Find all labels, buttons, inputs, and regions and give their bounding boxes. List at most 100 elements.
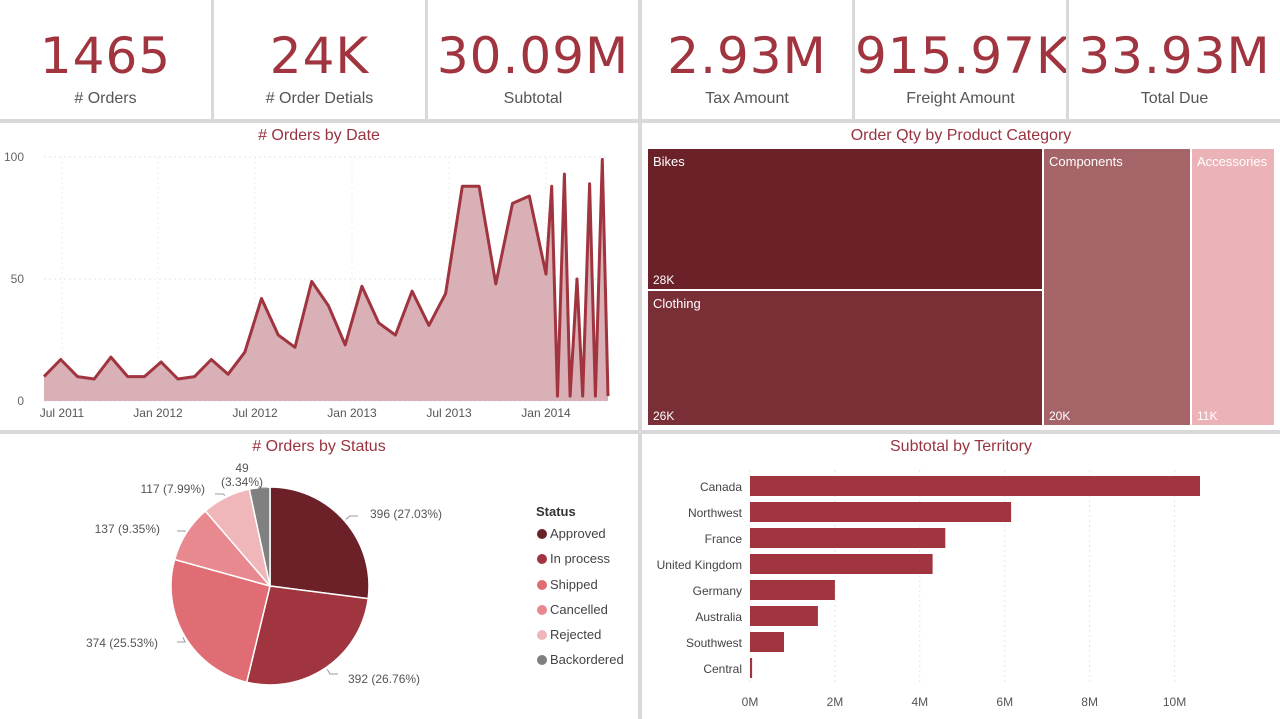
data-label: 137 (9.35%) [95,522,160,536]
x-tick-label: 0M [742,695,759,709]
category-label: Southwest [686,636,743,650]
kpi-label: Total Due [1140,90,1209,107]
orders-by-status-visual[interactable]: # Orders by Status 396 (27.03%) 392 (26.7… [0,434,638,719]
data-label: 396 (27.03%) [370,507,442,521]
kpi-value: 915.97K [855,27,1066,85]
legend-dot [537,629,547,640]
orders-by-status-chart: 396 (27.03%) 392 (26.76%) 374 (25.53%) 137 … [86,461,442,686]
legend-label: Shipped [550,577,598,592]
category-label: Canada [700,480,742,494]
orders-by-date-visual[interactable]: # Orders by Date 0 50 100 Jul 2011 Jan 2012 J… [0,123,638,430]
legend-item-cancelled[interactable]: Cancelled [537,602,608,617]
treemap-label: Components [1049,154,1123,169]
x-tick-label: Jan 2014 [521,406,571,420]
treemap-tile-bikes[interactable]: Bikes 28K [648,149,1042,289]
x-tick-label: 8M [1081,695,1098,709]
legend-label: Approved [550,526,606,541]
kpi-value: 2.93M [667,27,827,85]
kpi-card-total-due[interactable]: 33.93M Total Due [1069,0,1280,119]
pie-slice-approved [269,486,370,600]
kpi-label: Tax Amount [705,90,789,107]
x-tick-label: Jan 2013 [327,406,377,420]
visual-title: # Orders by Status [252,438,386,455]
treemap-label: Clothing [653,296,701,311]
treemap-label: Bikes [653,154,685,169]
kpi-card-subtotal[interactable]: 30.09M Subtotal [428,0,638,119]
kpi-card-orders[interactable]: 1465 # Orders [0,0,211,119]
legend-title: Status [536,504,576,519]
y-tick-label: 50 [11,272,25,286]
kpi-value: 30.09M [436,27,630,85]
legend-item-rejected[interactable]: Rejected [537,627,601,642]
bar-northwest [750,502,1012,522]
category-visual[interactable]: Order Qty by Product Category Bikes 28K … [642,123,1280,430]
visual-title: Subtotal by Territory [890,438,1032,455]
legend-item-shipped[interactable]: Shipped [537,577,598,592]
leader-line [258,485,267,489]
legend-label: Rejected [550,627,602,642]
legend-item-backordered[interactable]: Backordered [537,652,624,667]
treemap-value: 11K [1197,409,1218,423]
x-tick-label: Jul 2011 [40,406,85,420]
kpi-card-order-details[interactable]: 24K # Order Detials [214,0,425,119]
legend-label: Cancelled [550,602,608,617]
x-tick-label: Jan 2012 [133,406,183,420]
bar-united-kingdom [750,554,933,574]
bar-france [750,528,946,548]
bar-southwest [750,632,784,652]
legend-dot [537,654,547,665]
category-label: Germany [693,584,742,598]
kpi-value: 33.93M [1078,27,1271,85]
pie-slice-shipped [170,558,271,684]
x-tick-label: 2M [827,695,844,709]
x-tick-label: 10M [1163,695,1186,709]
treemap-tile-accessories[interactable]: Accessories 11K [1192,149,1274,425]
leader-line [177,530,186,533]
y-tick-label: 100 [4,150,24,164]
treemap-value: 28K [653,273,675,287]
legend-dot [537,579,547,590]
treemap-tile-clothing[interactable]: Clothing 26K [648,291,1042,425]
orders-by-date-chart: 0 50 100 Jul 2011 Jan 2012 Jul 2012 Jan 2013 Ju… [4,150,610,420]
category-label: Northwest [688,506,743,520]
bar-germany [750,580,835,600]
kpi-value: 1465 [39,27,172,85]
subtotal-by-territory-chart: 0M 2M 4M 6M 8M 10M Canada Northwest France United… [657,470,1200,709]
treemap-value: 20K [1049,409,1071,423]
x-tick-label: 6M [996,695,1013,709]
area-fill [44,159,608,401]
treemap-tile-components[interactable]: Components 20K [1044,149,1190,425]
kpi-value: 24K [269,27,370,85]
category-label: United Kingdom [657,558,742,572]
data-label: 117 (7.99%) [141,482,205,496]
kpi-label: Freight Amount [906,90,1015,107]
x-tick-label: 4M [911,695,928,709]
leader-line [177,636,186,643]
legend-label: Backordered [550,652,624,667]
data-label: (3.34%) [221,475,263,489]
category-label: Australia [695,610,742,624]
subtotal-by-territory-visual[interactable]: Subtotal by Territory 0M 2M 4M 6M 8M 10M Canad… [642,434,1280,719]
visual-title: # Orders by Date [258,127,380,144]
legend-dot [537,604,547,615]
kpi-label: # Order Detials [265,90,374,107]
legend-dot [537,553,547,564]
bar-canada [750,476,1200,496]
kpi-card-tax-amount[interactable]: 2.93M Tax Amount [642,0,852,119]
treemap-label: Accessories [1197,154,1268,169]
legend-item-in-process[interactable]: In process [537,551,610,566]
kpi-card-freight-amount[interactable]: 915.97K Freight Amount [855,0,1066,119]
leader-line [215,493,226,496]
legend-item-approved[interactable]: Approved [537,526,606,541]
leader-line [345,515,358,520]
legend-label: In process [550,551,610,566]
kpi-label: Subtotal [503,90,563,107]
x-tick-label: Jul 2013 [426,406,472,420]
data-label: 49 [235,461,249,475]
data-label: 392 (26.76%) [348,672,420,686]
bar-central [750,658,753,678]
category-label: France [705,532,743,546]
x-tick-label: Jul 2012 [232,406,278,420]
leader-line [326,668,338,675]
legend-dot [537,528,547,539]
